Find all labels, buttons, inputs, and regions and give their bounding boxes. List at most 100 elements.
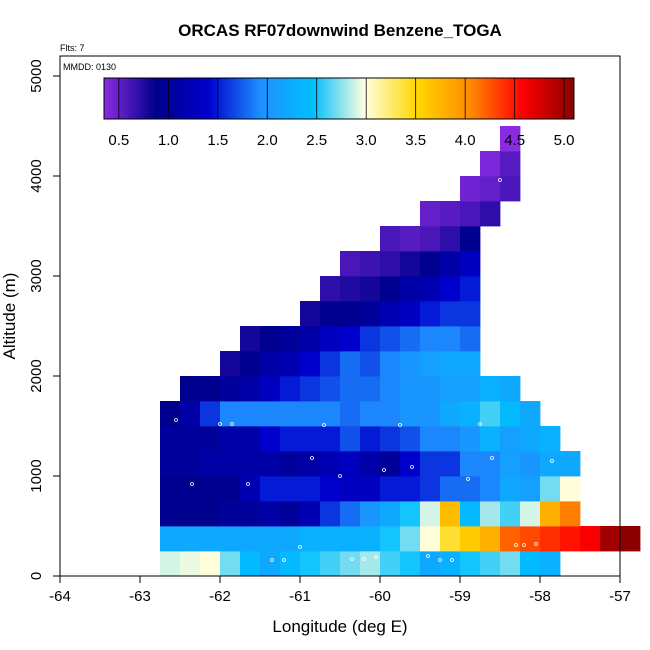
colorbar-swatch	[320, 78, 323, 119]
colorbar-swatch	[386, 78, 389, 119]
heatmap-cell	[260, 476, 281, 502]
heatmap-cell	[260, 451, 281, 477]
sample-point	[534, 542, 538, 546]
heatmap-cell	[380, 451, 401, 477]
heatmap-cell	[320, 501, 341, 527]
heatmap-cell	[440, 301, 461, 327]
colorbar-swatch	[156, 78, 159, 119]
x-tick-label: -57	[609, 588, 631, 605]
heatmap-cell	[460, 201, 481, 227]
colorbar: 0.5 1.0 1.5 2.0 2.5 3.0 3.5 4.0 4.5 5.0	[103, 77, 575, 149]
heatmap-cell	[340, 526, 361, 552]
colorbar-swatch	[490, 78, 493, 119]
heatmap-cell	[520, 551, 541, 577]
colorbar-swatch	[364, 78, 367, 119]
heatmap-cell	[280, 476, 301, 502]
colorbar-swatch	[330, 78, 333, 119]
heatmap-cell	[520, 401, 541, 427]
colorbar-swatch	[270, 78, 273, 119]
x-tick-label: -62	[209, 588, 231, 605]
heatmap-cell	[180, 376, 201, 402]
heatmap-cell	[460, 326, 481, 352]
colorbar-swatch	[458, 78, 461, 119]
heatmap-cell	[460, 501, 481, 527]
colorbar-swatch	[444, 78, 447, 119]
colorbar-swatch	[486, 78, 489, 119]
heatmap-cell	[360, 551, 381, 577]
colorbar-swatch	[514, 78, 517, 119]
heatmap-cell	[620, 526, 641, 552]
heatmap-cell	[300, 476, 321, 502]
colorbar-swatch	[286, 78, 289, 119]
heatmap-cell	[520, 451, 541, 477]
colorbar-swatch	[142, 78, 145, 119]
heatmap-cell	[560, 451, 581, 477]
colorbar-swatch	[122, 78, 125, 119]
colorbar-tick-label: 3.0	[356, 132, 377, 149]
heatmap-cell	[420, 351, 441, 377]
heatmap-cell	[460, 451, 481, 477]
colorbar-swatch	[152, 78, 155, 119]
colorbar-swatch	[432, 78, 435, 119]
colorbar-swatch	[212, 78, 215, 119]
heatmap-cell	[180, 476, 201, 502]
heatmap-cell	[300, 501, 321, 527]
sample-point	[310, 456, 314, 460]
colorbar-swatch	[130, 78, 133, 119]
colorbar-swatch	[456, 78, 459, 119]
heatmap-cell	[220, 376, 241, 402]
heatmap-cell	[320, 426, 341, 452]
heatmap-cell	[480, 526, 501, 552]
colorbar-tick-label: 5.0	[554, 132, 575, 149]
heatmap-cell	[440, 226, 461, 252]
heatmap-cell	[340, 251, 361, 277]
heatmap-cell	[440, 401, 461, 427]
heatmap-cell	[260, 426, 281, 452]
colorbar-swatch	[160, 78, 163, 119]
heatmap-cell	[440, 376, 461, 402]
heatmap-cell	[320, 401, 341, 427]
colorbar-swatch	[216, 78, 219, 119]
heatmap-cell	[160, 401, 181, 427]
colorbar-swatch	[242, 78, 245, 119]
heatmap-cell	[480, 401, 501, 427]
colorbar-swatch	[294, 78, 297, 119]
colorbar-swatch	[488, 78, 491, 119]
colorbar-swatch	[316, 78, 319, 119]
colorbar-swatch	[498, 78, 501, 119]
colorbar-swatch	[166, 78, 169, 119]
colorbar-swatch	[326, 78, 329, 119]
colorbar-swatch	[438, 78, 441, 119]
colorbar-swatch	[408, 78, 411, 119]
heatmap-cell	[360, 376, 381, 402]
x-tick-label: -59	[449, 588, 471, 605]
colorbar-swatch	[356, 78, 359, 119]
heatmap-cell	[380, 326, 401, 352]
colorbar-swatch	[502, 78, 505, 119]
colorbar-swatch	[126, 78, 129, 119]
sample-point	[174, 418, 178, 422]
colorbar-swatch	[180, 78, 183, 119]
colorbar-swatch	[390, 78, 393, 119]
colorbar-swatch	[368, 78, 371, 119]
heatmap-cell	[400, 301, 421, 327]
heatmap-cell	[300, 551, 321, 577]
heatmap-cell	[220, 526, 241, 552]
colorbar-tick-label: 1.5	[207, 132, 228, 149]
sample-point	[410, 465, 414, 469]
colorbar-swatch	[136, 78, 139, 119]
colorbar-swatch	[312, 78, 315, 119]
colorbar-swatch	[478, 78, 481, 119]
heatmap-cell	[340, 301, 361, 327]
heatmap-cell	[240, 401, 261, 427]
colorbar-swatch	[292, 78, 295, 119]
colorbar-swatch	[462, 78, 465, 119]
colorbar-swatch	[298, 78, 301, 119]
colorbar-swatch	[340, 78, 343, 119]
colorbar-swatch	[360, 78, 363, 119]
colorbar-swatch	[472, 78, 475, 119]
colorbar-swatch	[558, 78, 561, 119]
colorbar-swatch	[252, 78, 255, 119]
heatmap-cell	[460, 526, 481, 552]
